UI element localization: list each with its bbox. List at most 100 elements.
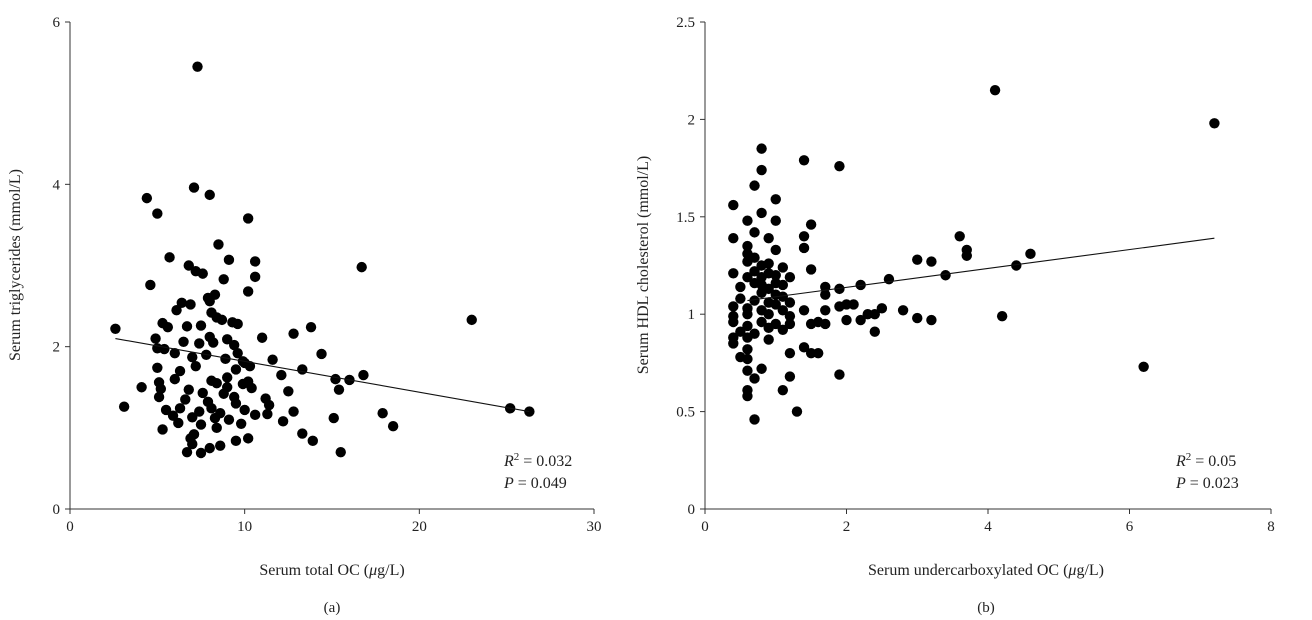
data-point-a (204, 442, 215, 454)
data-point-a (267, 354, 278, 365)
data-point-a (246, 382, 257, 394)
data-point-a (159, 343, 170, 355)
data-point-a (187, 412, 198, 423)
data-point-a (204, 189, 215, 201)
data-point-a (145, 279, 156, 291)
data-point-a (316, 348, 327, 360)
x-tick-label-b: 2 (843, 519, 851, 535)
data-point-a (176, 297, 187, 309)
data-point-b (742, 353, 753, 365)
tick-labels-b: 0 2 4 6 8 0 0.5 1 1.5 2 2.5 (676, 15, 1275, 535)
data-point-b (735, 281, 746, 293)
data-point-a (232, 347, 243, 359)
data-point-a (263, 399, 275, 411)
data-point-a (208, 337, 219, 348)
data-point-a (242, 213, 254, 224)
data-point-b (777, 279, 789, 291)
data-point-b (798, 305, 810, 316)
data-point-a (192, 61, 203, 72)
data-point-b (756, 164, 767, 176)
plot-area-a (70, 22, 594, 509)
panel-label-b: (b) (977, 600, 995, 616)
data-point-a (297, 364, 308, 375)
data-point-a (288, 406, 299, 417)
data-point-b (728, 338, 739, 349)
y-tick-label-b: 2 (688, 112, 696, 128)
y-tick-label-b: 0.5 (676, 405, 695, 421)
data-point-b (749, 227, 760, 238)
data-point-a (183, 384, 194, 395)
data-point-b (742, 365, 753, 376)
data-point-a (118, 401, 130, 412)
data-point-a (167, 410, 179, 421)
data-point-b (989, 84, 1001, 96)
data-point-b (996, 310, 1008, 322)
data-point-a (195, 419, 207, 430)
data-point-b (749, 180, 760, 191)
data-point-b (756, 143, 767, 154)
data-point-b (784, 310, 796, 322)
data-point-a (242, 286, 254, 297)
data-point-a (211, 422, 222, 434)
data-point-b (1011, 260, 1022, 271)
data-point-a (307, 435, 318, 447)
data-point-a (195, 447, 207, 459)
data-point-b (869, 326, 880, 337)
data-point-b (784, 297, 796, 308)
data-point-b (756, 260, 767, 271)
data-point-b (777, 324, 789, 335)
data-point-a (330, 373, 341, 385)
data-point-a (232, 318, 243, 330)
data-point-a (237, 378, 249, 390)
data-point-b (798, 231, 810, 242)
trendline-a (115, 338, 530, 413)
x-tick-label-b: 4 (984, 519, 992, 535)
data-point-a (228, 339, 240, 351)
data-point-a (277, 416, 289, 427)
data-point-b (742, 256, 753, 267)
ticks-b (700, 21, 1272, 514)
data-point-b (820, 289, 831, 300)
data-point-b (735, 326, 746, 337)
data-point-a (358, 369, 369, 381)
x-tick-label-a: 30 (587, 519, 602, 535)
data-point-a (188, 182, 200, 193)
data-point-b (926, 256, 937, 267)
data-point-a (169, 373, 180, 385)
data-point-a (110, 323, 121, 335)
data-point-a (194, 406, 205, 417)
data-point-a (209, 412, 221, 424)
data-point-b (770, 215, 781, 226)
data-point-b (742, 344, 753, 355)
data-point-a (183, 260, 194, 271)
data-point-b (728, 199, 739, 211)
data-point-b (742, 309, 753, 320)
trendline-b (747, 237, 1215, 302)
data-point-b (735, 293, 746, 304)
data-point-b (897, 305, 909, 316)
data-point-b (1138, 361, 1149, 372)
data-point-b (728, 301, 739, 312)
data-point-a (230, 364, 242, 375)
data-point-a (244, 360, 256, 372)
data-point-b (805, 264, 817, 275)
data-point-b (805, 219, 817, 230)
y-axis-title-b: Serum HDL cholesterol (mmol/L) (635, 156, 652, 374)
data-point-a (335, 446, 346, 458)
data-point-a (195, 320, 207, 331)
plot-area-b (705, 22, 1271, 509)
data-point-b (912, 254, 923, 265)
data-point-a (222, 372, 233, 383)
data-point-b (742, 215, 753, 226)
data-point-b (749, 295, 760, 306)
data-point-b (777, 384, 789, 396)
data-point-b (834, 283, 845, 295)
data-point-a (164, 252, 175, 263)
scatter-panel-b: 0 2 4 6 8 0 0.5 1 1.5 2 2.5 Serum undercarboxylate… (635, 15, 1275, 616)
data-point-b (749, 373, 760, 384)
data-point-a (162, 321, 174, 333)
data-point-a (213, 239, 224, 250)
data-point-a (197, 387, 208, 399)
data-point-a (181, 321, 193, 332)
